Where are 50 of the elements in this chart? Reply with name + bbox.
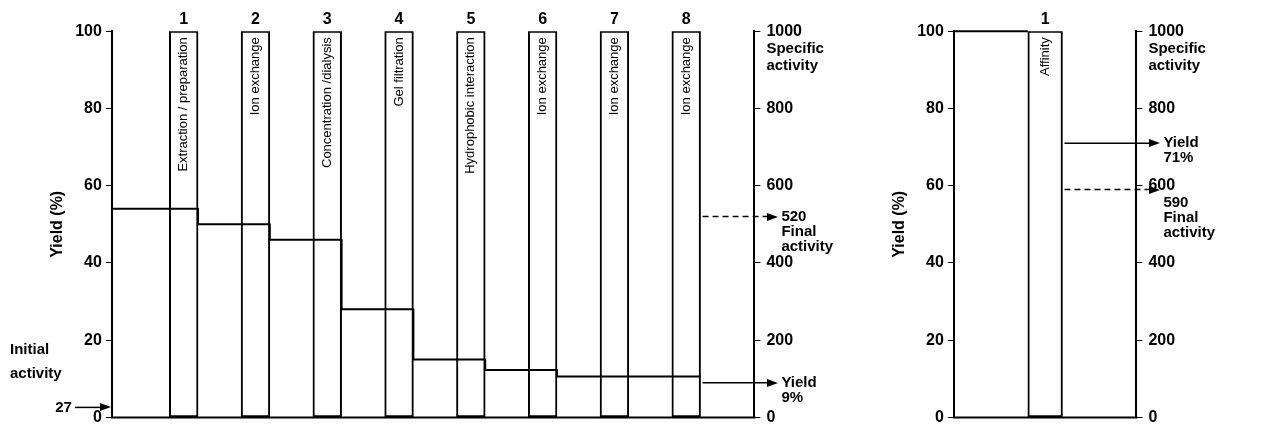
x-tick-label: 4	[394, 10, 404, 28]
y-tick-label: 60	[84, 176, 102, 194]
y2-tick-label: 800	[766, 98, 794, 116]
y2-tick-label: 400	[1148, 253, 1176, 271]
y2-tick-label: 800	[1148, 98, 1176, 116]
y-tick-label: 100	[75, 21, 102, 39]
y-axis-title: Yield (%)	[890, 190, 908, 258]
y2-tick-label: 0	[1148, 407, 1158, 425]
y2-tick-label: 1000	[1148, 21, 1185, 39]
x-tick-label: 1	[179, 10, 189, 28]
x-tick-label: 6	[538, 10, 548, 28]
annotation: Extraction / preparation	[175, 37, 191, 172]
y-tick-label: 60	[926, 176, 944, 194]
y2-tick-label: 400	[766, 253, 794, 271]
x-tick-label: 2	[251, 10, 261, 28]
x-tick-label: 7	[609, 10, 619, 28]
annotation: Ion exchange	[247, 37, 263, 116]
annotation: Ion exchange	[534, 37, 550, 116]
x-tick-label: 8	[681, 10, 691, 28]
x-tick-label: 5	[466, 10, 476, 28]
y2-tick-label: 0	[766, 407, 776, 425]
y-tick-label: 80	[926, 98, 944, 116]
y-tick-label: 20	[926, 330, 944, 348]
text: Initial activity 27	[10, 339, 72, 415]
annotation: Ion exchange	[677, 37, 693, 116]
y-tick-label: 40	[926, 253, 944, 271]
annotation: Concentration /dialysis	[318, 36, 334, 168]
y2-tick-label: 200	[766, 330, 794, 348]
annotation: Affinity	[1036, 36, 1052, 76]
y-tick-label: 80	[84, 98, 102, 116]
legend-label: 520 Final activity	[781, 206, 834, 254]
y2-tick-label: 200	[1148, 330, 1176, 348]
y-tick-label: 40	[84, 253, 102, 271]
y-tick-label: 100	[917, 21, 944, 39]
ref-line-label: 590 Final activity	[1163, 192, 1216, 240]
x-tick-label: 3	[322, 10, 332, 28]
y2-axis-title: Specific activity	[1148, 39, 1206, 74]
annotation: Ion exchange	[606, 37, 621, 116]
y-axis-title: Yield (%)	[48, 190, 66, 258]
y-tick-label: 20	[84, 330, 102, 348]
annotation: Gel filtration	[390, 37, 406, 107]
y-tick-label: 0	[934, 407, 944, 425]
ref-line-label: Yield 9%	[781, 372, 817, 405]
y-tick-label: 0	[92, 407, 102, 425]
y2-tick-label: 1000	[766, 21, 803, 39]
x-tick-label: 1	[1040, 10, 1050, 28]
y2-axis-title: Specific activity	[766, 39, 824, 74]
annotation: Hydrophobic interaction	[462, 37, 478, 174]
ref-line-label: Yield 71%	[1163, 133, 1199, 166]
y2-tick-label: 600	[766, 176, 794, 194]
